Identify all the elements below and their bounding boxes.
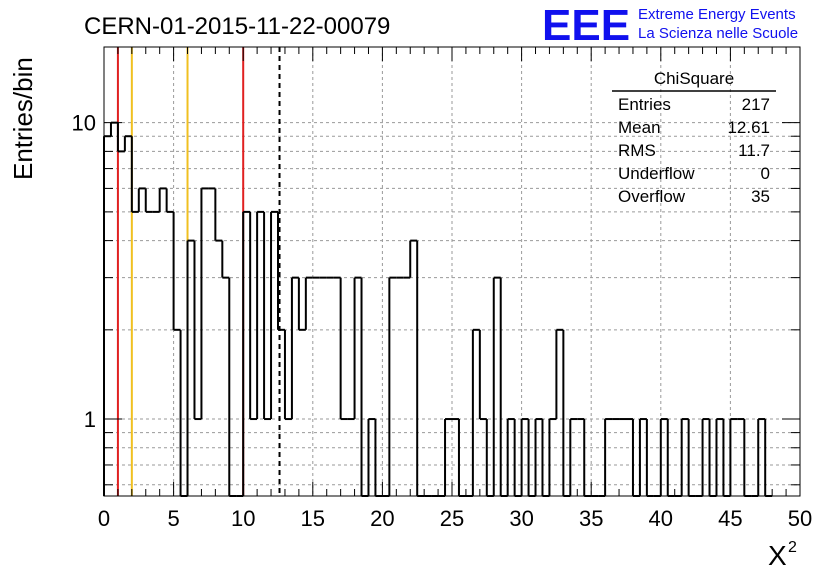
axis-ticks <box>103 47 801 496</box>
stats-label: RMS <box>618 141 656 160</box>
stats-value: 11.7 <box>738 141 770 160</box>
x-tick-label: 50 <box>788 506 812 531</box>
x-tick-label: 5 <box>167 506 179 531</box>
stats-row-rms: RMS 11.7 <box>618 141 770 160</box>
x-tick-label: 10 <box>231 506 255 531</box>
x-tick-label: 40 <box>649 506 673 531</box>
stats-label: Overflow <box>618 187 686 206</box>
eee-logo-letters: EEE <box>542 1 630 50</box>
x-axis-label: X 2 <box>768 539 797 571</box>
stats-value: 35 <box>751 187 770 206</box>
stats-row-underflow: Underflow 0 <box>618 164 770 183</box>
y-tick-label: 1 <box>84 407 96 432</box>
stats-box: ChiSquare Entries 217 Mean 12.61 RMS 11.… <box>612 69 776 206</box>
x-tick-label: 25 <box>440 506 464 531</box>
x-axis-label-superscript: 2 <box>788 539 797 556</box>
x-tick-label: 35 <box>579 506 603 531</box>
stats-row-entries: Entries 217 <box>618 95 770 114</box>
x-tick-label: 20 <box>370 506 394 531</box>
stats-label: Mean <box>618 118 661 137</box>
stats-box-title: ChiSquare <box>654 69 734 88</box>
stats-value: 217 <box>742 95 770 114</box>
logo-subtitle-1: Extreme Energy Events <box>638 6 796 23</box>
stats-label: Underflow <box>618 164 695 183</box>
x-tick-label: 45 <box>718 506 742 531</box>
stats-row-overflow: Overflow 35 <box>618 187 770 206</box>
stats-row-mean: Mean 12.61 <box>618 118 770 137</box>
eee-logo: EEE Extreme Energy Events La Scienza nel… <box>542 1 798 50</box>
y-axis-label: Entries/bin <box>8 57 38 180</box>
stats-value: 0 <box>761 164 770 183</box>
y-tick-label: 10 <box>72 111 96 136</box>
stats-label: Entries <box>618 95 671 114</box>
x-tick-label: 30 <box>509 506 533 531</box>
chart-title: CERN-01-2015-11-22-00079 <box>84 13 390 40</box>
x-tick-label: 0 <box>98 506 110 531</box>
logo-subtitle-2: La Scienza nelle Scuole <box>638 25 798 42</box>
stats-value: 12.61 <box>727 118 770 137</box>
x-axis-label-main: X <box>768 540 787 571</box>
tick-labels: 0 5 10 15 20 25 30 35 40 45 50 1 10 <box>72 111 813 531</box>
x-tick-label: 15 <box>301 506 325 531</box>
